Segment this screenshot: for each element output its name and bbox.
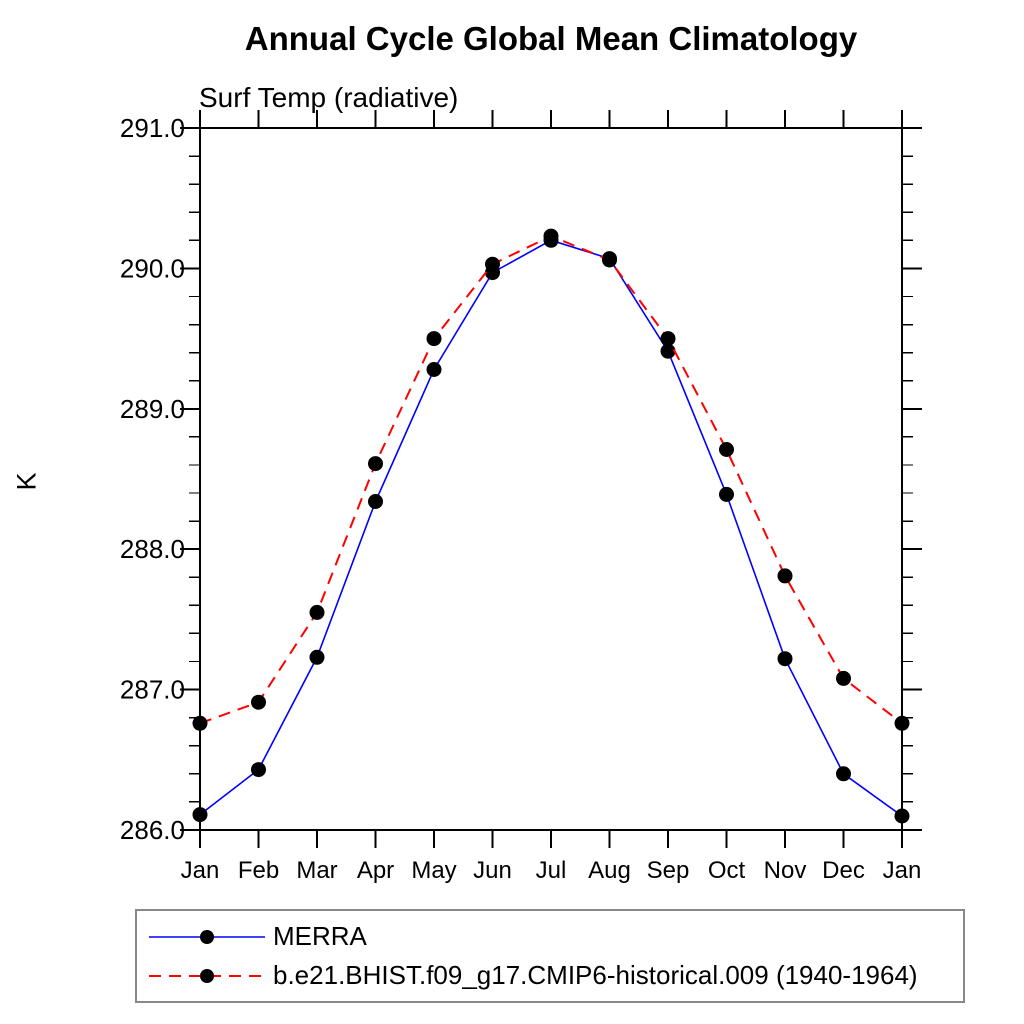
legend-line-sample-merra [149, 929, 265, 944]
chart-subtitle: Surf Temp (radiative) [199, 82, 459, 113]
data-point-marker [426, 331, 442, 347]
legend-item-cmip6: b.e21.BHIST.f09_g17.CMIP6-historical.009… [147, 956, 963, 995]
data-point-marker [894, 715, 910, 731]
x-tick-label: Apr [357, 857, 394, 884]
x-tick-label: Dec [822, 857, 865, 884]
x-tick-label: Jun [473, 857, 512, 884]
data-point-marker [543, 228, 559, 244]
x-tick-label: Feb [238, 857, 279, 884]
data-point-marker [309, 604, 325, 620]
data-point-marker [368, 456, 383, 472]
data-point-marker [192, 715, 208, 731]
legend-sample-marker [200, 968, 214, 983]
x-ticks [199, 110, 903, 848]
x-tick-label: Aug [588, 857, 631, 884]
x-tick-label: Jan [181, 857, 220, 884]
data-point-marker [251, 694, 266, 710]
data-point-marker [309, 649, 325, 665]
series-line-1 [199, 235, 903, 725]
data-point-marker [251, 762, 266, 778]
legend-sample-marker [200, 929, 214, 944]
x-tick-label: Jan [883, 857, 922, 884]
data-point-marker [660, 343, 676, 359]
series-line-0 [199, 239, 903, 817]
x-tick-label: Sep [647, 857, 690, 884]
data-point-marker [836, 766, 851, 782]
legend-item-merra: MERRA [147, 917, 963, 956]
y-major-ticks [180, 127, 922, 831]
data-point-marker [485, 256, 500, 272]
data-point-marker [368, 494, 383, 509]
y-tick-label: 286.0 [120, 815, 185, 845]
y-minor-ticks [189, 155, 913, 803]
data-point-marker [426, 362, 442, 377]
data-point-marker [894, 808, 910, 824]
x-tick-label: Mar [296, 857, 337, 884]
x-tick-label: Oct [708, 857, 746, 884]
y-tick-labels: 286.0 287.0 288.0 289.0 290.0 291.0 [120, 113, 185, 845]
y-tick-label: 288.0 [120, 534, 185, 564]
data-point-marker [777, 651, 793, 667]
y-tick-label: 291.0 [120, 113, 185, 143]
series-markers-1 [192, 228, 910, 731]
legend-label-merra: MERRA [273, 921, 367, 951]
chart-title: Annual Cycle Global Mean Climatology [244, 20, 858, 57]
data-point-marker [719, 486, 734, 502]
data-point-marker [777, 568, 793, 584]
y-tick-label: 290.0 [120, 253, 185, 283]
legend: MERRA b.e21.BHIST.f09_g17.CMIP6-historic… [135, 909, 965, 1003]
legend-label-cmip6: b.e21.BHIST.f09_g17.CMIP6-historical.009… [273, 960, 918, 990]
data-point-marker [836, 670, 851, 686]
data-point-marker [192, 807, 208, 823]
y-tick-label: 287.0 [120, 675, 185, 705]
x-tick-label: Nov [764, 857, 807, 884]
x-tick-label: Jul [536, 857, 567, 884]
data-point-marker [602, 252, 617, 268]
data-point-marker [660, 331, 676, 347]
legend-line-sample-cmip6 [149, 968, 265, 983]
x-tick-labels: Jan Feb Mar Apr May Jun Jul Aug Sep Oct Nov Dec Jan [181, 857, 922, 884]
series-markers-0 [192, 232, 910, 824]
x-tick-label: May [411, 857, 456, 884]
y-tick-label: 289.0 [120, 394, 185, 424]
data-point-marker [719, 442, 734, 457]
